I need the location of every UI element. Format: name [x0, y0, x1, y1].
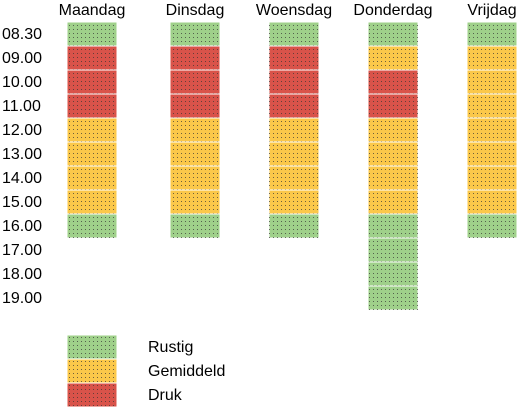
time-label: 19.00 [2, 290, 42, 307]
day-label: Donderdag [353, 2, 432, 19]
schedule-cell-texture [170, 118, 220, 142]
schedule-cell-texture [368, 166, 418, 190]
schedule-cell-texture [67, 190, 117, 214]
schedule-cell-texture [467, 94, 517, 118]
schedule-cell-texture [67, 46, 117, 70]
time-label: 12.00 [2, 122, 42, 139]
schedule-cell-texture [269, 142, 319, 166]
schedule-cell-texture [269, 46, 319, 70]
legend-label: Druk [148, 387, 183, 404]
day-label: Dinsdag [166, 2, 225, 19]
schedule-cell-texture [467, 46, 517, 70]
schedule-cell-texture [67, 118, 117, 142]
schedule-cell-texture [269, 190, 319, 214]
schedule-cell-texture [170, 190, 220, 214]
schedule-cell-texture [368, 262, 418, 286]
schedule-cell-texture [467, 22, 517, 46]
schedule-cell-texture [269, 214, 319, 238]
legend-swatch-texture [67, 383, 117, 407]
schedule-cell-texture [67, 70, 117, 94]
schedule-cell-texture [368, 94, 418, 118]
schedule-cell-texture [67, 142, 117, 166]
schedule-cell-texture [170, 70, 220, 94]
schedule-cell-texture [467, 214, 517, 238]
time-label: 10.00 [2, 74, 42, 91]
time-label: 15.00 [2, 194, 42, 211]
schedule-cell-texture [368, 214, 418, 238]
schedule-cell-texture [368, 46, 418, 70]
legend-label: Gemiddeld [148, 363, 225, 380]
schedule-cell-texture [368, 118, 418, 142]
schedule-cell-texture [67, 94, 117, 118]
time-label: 18.00 [2, 266, 42, 283]
schedule-cell-texture [170, 46, 220, 70]
time-label: 13.00 [2, 146, 42, 163]
time-label: 08.30 [2, 26, 42, 43]
legend-swatch-texture [67, 335, 117, 359]
day-label: Vrijdag [467, 2, 516, 19]
schedule-cell-texture [67, 166, 117, 190]
schedule-cell-texture [467, 190, 517, 214]
schedule-cell-texture [67, 214, 117, 238]
schedule-cell-texture [170, 214, 220, 238]
time-label: 11.00 [2, 98, 41, 115]
schedule-cell-texture [269, 70, 319, 94]
schedule-cell-texture [67, 22, 117, 46]
schedule-cell-texture [368, 286, 418, 310]
schedule-cell-texture [467, 142, 517, 166]
day-label: Maandag [59, 2, 126, 19]
schedule-cell-texture [170, 166, 220, 190]
time-label: 17.00 [2, 242, 42, 259]
time-label: 16.00 [2, 218, 42, 235]
schedule-cell-texture [269, 22, 319, 46]
schedule-cell-texture [269, 166, 319, 190]
schedule-cell-texture [269, 94, 319, 118]
schedule-cell-texture [170, 22, 220, 46]
time-label: 14.00 [2, 170, 42, 187]
schedule-cell-texture [368, 22, 418, 46]
schedule-cell-texture [269, 118, 319, 142]
schedule-cell-texture [368, 142, 418, 166]
schedule-cell-texture [170, 94, 220, 118]
schedule-cell-texture [368, 70, 418, 94]
schedule-cell-texture [368, 190, 418, 214]
schedule-cell-texture [467, 70, 517, 94]
legend-label: Rustig [148, 339, 193, 356]
schedule-cell-texture [368, 238, 418, 262]
day-label: Woensdag [256, 2, 332, 19]
schedule-cell-texture [467, 118, 517, 142]
legend-swatch-texture [67, 359, 117, 383]
schedule-cell-texture [170, 142, 220, 166]
time-label: 09.00 [2, 50, 42, 67]
schedule-cell-texture [467, 166, 517, 190]
